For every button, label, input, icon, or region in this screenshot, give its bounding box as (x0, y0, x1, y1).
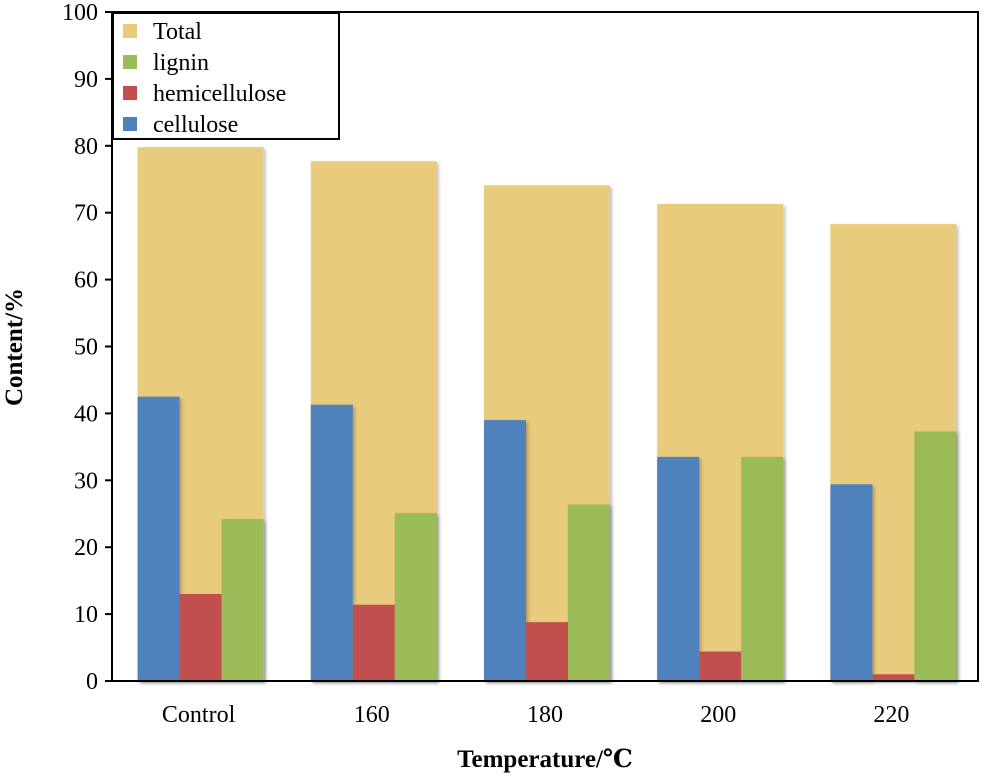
legend-swatch-total (123, 24, 137, 38)
x-axis-title: Temperature/℃ (457, 746, 633, 773)
bar-cellulose-160 (310, 404, 353, 681)
bar-cellulose-200 (657, 456, 700, 681)
bar-cellulose-180 (484, 420, 526, 681)
legend-swatch-lignin (123, 55, 137, 69)
legend-swatch-cellulose (123, 117, 137, 131)
y-tick-label-40: 40 (74, 401, 98, 427)
legend-label-hemicellulose: hemicellulose (153, 81, 286, 107)
bar-lignin-200 (741, 456, 784, 681)
legend-label-cellulose: cellulose (153, 112, 238, 138)
legend: Total lignin hemicellulose cellulose (112, 12, 340, 140)
bar-lignin-control (221, 519, 264, 681)
x-axis: Control 160 180 200 220 (162, 702, 909, 728)
legend-label-lignin: lignin (153, 50, 209, 76)
x-tick-label-control: Control (162, 702, 236, 728)
bar-hemicellulose-220 (872, 674, 915, 681)
y-tick-label-10: 10 (74, 602, 98, 628)
y-tick-label-90: 90 (74, 67, 98, 93)
legend-box (112, 12, 340, 140)
bar-hemicellulose-200 (699, 651, 742, 681)
bar-hemicellulose-180 (526, 622, 568, 681)
y-tick-label-60: 60 (74, 268, 98, 294)
y-tick-label-30: 30 (74, 468, 98, 494)
bar-lignin-160 (394, 513, 437, 681)
y-tick-label-20: 20 (74, 535, 98, 561)
y-tick-label-50: 50 (74, 335, 98, 361)
legend-label-total: Total (153, 19, 202, 45)
y-tick-label-0: 0 (86, 669, 98, 695)
bar-lignin-220 (914, 431, 957, 681)
y-axis: 0 10 20 30 40 50 60 70 80 90 100 (62, 0, 112, 695)
y-tick-label-70: 70 (74, 201, 98, 227)
x-tick-label-220: 220 (873, 702, 909, 728)
component-bars (137, 396, 957, 681)
bar-lignin-180 (568, 504, 610, 681)
bar-hemicellulose-160 (352, 604, 395, 681)
bar-hemicellulose-control (179, 594, 222, 681)
y-tick-label-100: 100 (62, 0, 98, 26)
y-tick-label-80: 80 (74, 134, 98, 160)
x-tick-label-200: 200 (700, 702, 736, 728)
bar-cellulose-220 (830, 484, 873, 681)
x-tick-label-180: 180 (527, 702, 563, 728)
legend-swatch-hemicellulose (123, 86, 137, 100)
y-axis-title: Content/% (1, 288, 28, 406)
x-tick-label-160: 160 (354, 702, 390, 728)
bar-cellulose-control (137, 396, 180, 681)
